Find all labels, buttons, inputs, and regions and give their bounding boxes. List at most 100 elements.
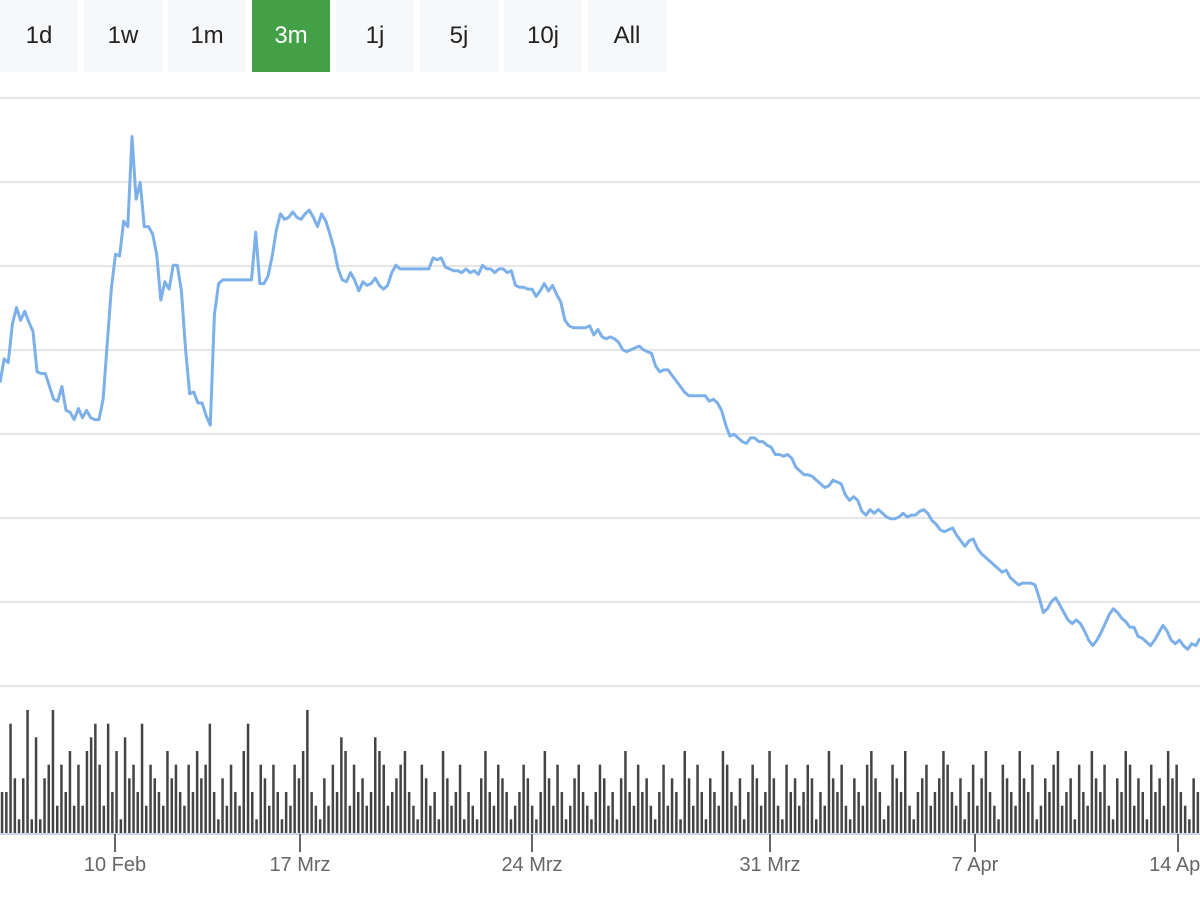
volume-bar: [526, 778, 530, 833]
volume-bar: [72, 805, 76, 833]
range-button-all[interactable]: All: [588, 0, 666, 72]
range-button-1m[interactable]: 1m: [168, 0, 246, 72]
volume-bar: [607, 805, 610, 833]
volume-bar: [810, 778, 814, 833]
volume-bar: [34, 737, 38, 833]
volume-bar: [543, 751, 547, 833]
volume-bar: [39, 819, 42, 833]
volume-bar: [645, 778, 648, 833]
volume-bar: [967, 792, 971, 833]
volume-bar: [798, 805, 801, 833]
volume-bar: [874, 778, 877, 833]
volume-bar: [789, 792, 792, 833]
volume-bar: [136, 792, 139, 833]
volume-bar: [208, 723, 212, 833]
volume-bar: [234, 792, 237, 833]
volume-bar: [318, 819, 322, 833]
volume-bar: [624, 751, 627, 833]
volume-bar: [492, 805, 496, 833]
volume-bar: [692, 805, 695, 833]
volume-bar: [458, 764, 462, 833]
volume-bar: [925, 764, 928, 833]
volume-bar: [297, 778, 301, 833]
volume-bar: [1158, 778, 1161, 833]
volume-bar: [764, 792, 767, 833]
x-tick-label: 17 Mrz: [269, 854, 330, 876]
volume-bar: [802, 792, 805, 833]
volume-bar: [1031, 764, 1034, 833]
volume-bar: [598, 764, 602, 833]
volume-bar: [399, 764, 402, 833]
volume-bar: [293, 764, 296, 833]
x-axis: 10 Feb 17 Mrz 24 Mrz 31 Mrz 7 Apr 14 Apr: [0, 833, 1200, 876]
volume-bar: [501, 778, 504, 833]
volume-bar: [51, 710, 55, 833]
range-button-10j[interactable]: 10j: [504, 0, 582, 72]
volume-bar: [424, 778, 428, 833]
volume-bar: [619, 778, 623, 833]
volume-bar: [615, 819, 619, 833]
volume-bar: [785, 764, 788, 833]
range-button-3m[interactable]: 3m: [252, 0, 330, 72]
volume-bar: [882, 819, 886, 833]
volume-bar: [683, 751, 686, 833]
volume-bar: [518, 792, 521, 833]
volume-bar: [378, 751, 381, 833]
volume-bar: [853, 778, 856, 833]
volume-bar: [89, 737, 93, 833]
range-button-1w[interactable]: 1w: [84, 0, 162, 72]
volume-bar: [195, 751, 199, 833]
volume-bar: [1048, 792, 1051, 833]
range-button-1j[interactable]: 1j: [336, 0, 414, 72]
volume-bar: [488, 792, 491, 833]
volume-bar: [1018, 751, 1021, 833]
volume-bar: [1069, 778, 1072, 833]
volume-bar: [1027, 792, 1030, 833]
volume-bar: [467, 792, 470, 833]
volume-bar: [229, 764, 233, 833]
volume-bar: [484, 751, 487, 833]
volume-bar: [446, 778, 449, 833]
volume-bar: [301, 751, 305, 833]
volume-bar: [831, 778, 835, 833]
volume-bar: [904, 751, 907, 833]
volume-bar: [658, 792, 661, 833]
volume-bar: [611, 792, 614, 833]
volume-bar: [586, 805, 589, 833]
volume-bar: [984, 751, 988, 833]
volume-bar: [938, 778, 941, 833]
volume-bar: [306, 710, 309, 833]
volume-bar: [416, 819, 419, 833]
x-tick-label: 31 Mrz: [739, 854, 800, 876]
volume-bar: [878, 792, 882, 833]
volume-bar: [1111, 819, 1115, 833]
volume-bar: [217, 819, 220, 833]
volume-bar: [56, 805, 59, 833]
volume-bar: [861, 805, 865, 833]
volume-bar: [865, 764, 869, 833]
volume-bars: [0, 710, 1200, 833]
volume-bar: [1082, 792, 1085, 833]
volume-bar: [679, 819, 682, 833]
volume-bar: [942, 751, 945, 833]
volume-bar: [225, 805, 229, 833]
range-button-1d[interactable]: 1d: [0, 0, 78, 72]
x-tick-label: 24 Mrz: [501, 854, 562, 876]
volume-bar: [547, 778, 551, 833]
volume-bar: [289, 805, 292, 833]
volume-bar: [730, 792, 733, 833]
volume-bar: [437, 819, 441, 833]
volume-bar: [212, 792, 216, 833]
volume-bar: [1056, 751, 1060, 833]
volume-bar: [123, 737, 127, 833]
volume-bar: [344, 751, 347, 833]
x-tick-label: 7 Apr: [952, 854, 999, 876]
volume-bar: [251, 792, 254, 833]
volume-bar: [391, 792, 394, 833]
volume-bar: [971, 764, 975, 833]
range-button-5j[interactable]: 5j: [420, 0, 498, 72]
volume-bar: [191, 792, 195, 833]
volume-bar: [115, 751, 118, 833]
volume-bar: [276, 792, 279, 833]
volume-bar: [1022, 778, 1026, 833]
